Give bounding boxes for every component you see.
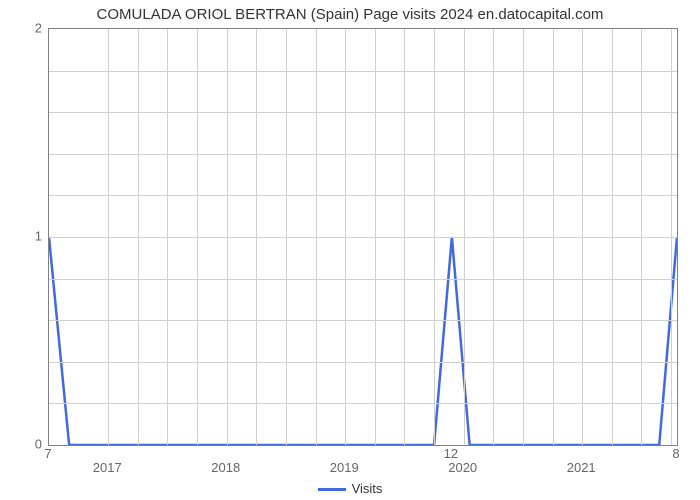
grid-line-horizontal (49, 279, 677, 280)
y-tick-label: 2 (35, 21, 42, 36)
legend: Visits (0, 481, 700, 496)
x-tick-label: 2017 (93, 460, 122, 475)
data-point-label: 8 (672, 446, 679, 461)
legend-label: Visits (352, 481, 383, 496)
x-tick-label: 2019 (330, 460, 359, 475)
data-point-label: 7 (44, 446, 51, 461)
chart-container: COMULADA ORIOL BERTRAN (Spain) Page visi… (0, 0, 700, 500)
grid-line-horizontal (49, 403, 677, 404)
chart-title: COMULADA ORIOL BERTRAN (Spain) Page visi… (0, 6, 700, 23)
grid-line-horizontal (49, 237, 677, 238)
grid-line-horizontal (49, 112, 677, 113)
x-tick-label: 2018 (211, 460, 240, 475)
x-tick-label: 2020 (448, 460, 477, 475)
data-point-label: 12 (444, 446, 458, 461)
legend-swatch (318, 488, 346, 491)
grid-line-horizontal (49, 154, 677, 155)
grid-line-horizontal (49, 195, 677, 196)
y-tick-label: 1 (35, 229, 42, 244)
grid-line-horizontal (49, 362, 677, 363)
y-tick-label: 0 (35, 437, 42, 452)
grid-line-horizontal (49, 320, 677, 321)
x-tick-label: 2021 (567, 460, 596, 475)
plot-area (48, 28, 678, 446)
grid-line-horizontal (49, 71, 677, 72)
